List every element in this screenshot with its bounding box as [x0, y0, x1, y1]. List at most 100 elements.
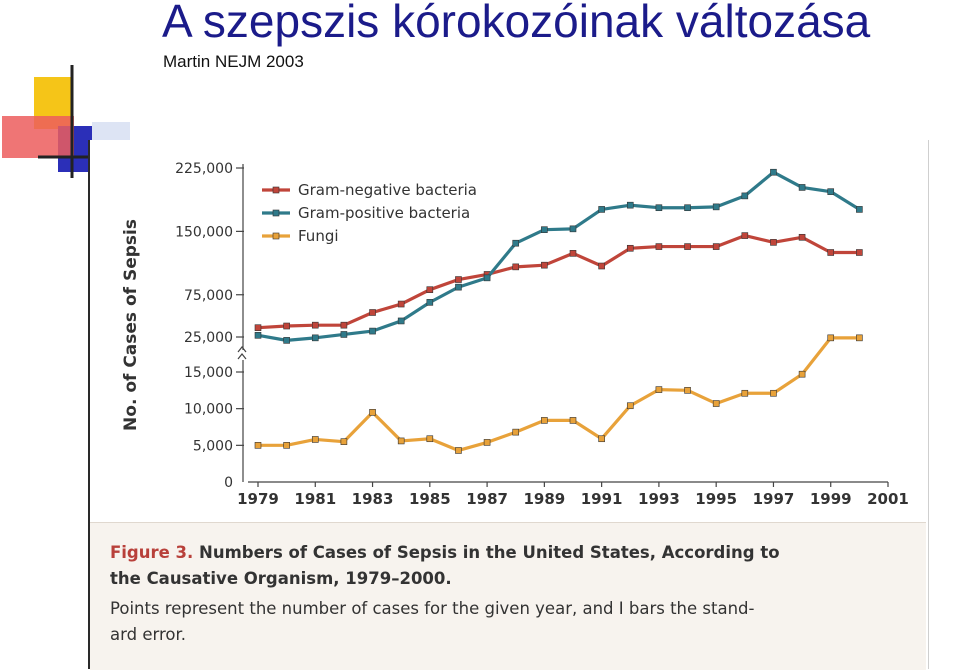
data-point — [455, 283, 462, 291]
x-tick-label: 2001 — [867, 490, 909, 508]
data-point — [827, 188, 835, 195]
data-point — [856, 206, 863, 213]
decorative-squares — [2, 65, 130, 178]
data-point — [311, 334, 319, 342]
data-point — [397, 317, 405, 325]
data-point — [455, 276, 462, 283]
y-tick-label: 225,000 — [175, 161, 233, 177]
data-point — [340, 438, 348, 445]
x-tick-label: 1985 — [409, 490, 451, 508]
data-point — [426, 435, 434, 443]
data-point — [254, 442, 262, 449]
series-line — [257, 234, 860, 330]
data-point — [541, 226, 548, 233]
data-point — [569, 250, 577, 257]
data-point — [254, 332, 262, 339]
data-point — [397, 437, 405, 445]
data-point — [655, 386, 663, 393]
data-point — [856, 249, 863, 256]
data-point — [369, 409, 376, 416]
data-point — [340, 321, 348, 329]
data-point — [798, 370, 806, 378]
y-tick-label: 0 — [224, 475, 233, 491]
legend-label: Gram-negative bacteria — [298, 181, 477, 199]
x-tick-label: 1993 — [638, 490, 680, 508]
data-point — [426, 286, 434, 293]
x-tick-label: 1983 — [352, 490, 394, 508]
y-tick-label: 150,000 — [175, 224, 233, 240]
data-point — [856, 334, 863, 342]
data-point — [684, 243, 691, 250]
caption-line-3: Points represent the number of cases for… — [110, 599, 755, 618]
data-point — [626, 402, 634, 410]
y-tick-label: 10,000 — [184, 402, 233, 418]
data-point — [798, 233, 806, 241]
y-tick-label: 25,000 — [184, 330, 233, 346]
data-point — [770, 239, 777, 246]
data-point — [340, 331, 348, 338]
data-point — [684, 204, 691, 212]
data-point — [712, 243, 720, 250]
data-point — [283, 442, 290, 449]
data-point — [827, 334, 835, 342]
data-point — [598, 206, 605, 213]
figure-label: Figure 3. — [110, 543, 194, 562]
slide-subtitle: Martin NEJM 2003 — [163, 52, 304, 71]
data-point — [369, 309, 376, 316]
data-point — [512, 239, 520, 247]
x-tick-label: 1991 — [581, 490, 623, 508]
data-point — [311, 321, 319, 329]
y-axis-label: No. of Cases of Sepsis — [121, 219, 141, 431]
data-point — [626, 201, 634, 209]
data-point — [397, 300, 405, 308]
x-tick-label: 1997 — [753, 490, 795, 508]
y-axis-break-icon — [237, 346, 247, 360]
data-point — [483, 439, 491, 446]
y-tick-label: 5,000 — [193, 438, 233, 454]
data-point — [569, 225, 577, 233]
x-tick-label: 1987 — [466, 490, 508, 508]
data-point — [541, 417, 548, 424]
data-point — [770, 168, 777, 176]
legend-swatch-marker — [272, 209, 280, 217]
caption-line-4: ard error. — [110, 625, 186, 644]
data-point — [283, 322, 290, 330]
x-tick-label: 1981 — [294, 490, 336, 508]
data-point — [626, 244, 634, 252]
x-tick-label: 1979 — [237, 490, 279, 508]
series-line — [257, 170, 861, 342]
y-tick-label: 75,000 — [184, 288, 233, 304]
caption-title-part-1: Numbers of Cases of Sepsis in the United… — [193, 543, 780, 562]
series-line — [258, 336, 860, 453]
data-point — [512, 263, 520, 271]
legend-swatch-marker — [272, 186, 280, 194]
data-point — [569, 417, 577, 424]
data-point — [426, 299, 434, 306]
data-point — [798, 184, 806, 191]
data-point — [541, 261, 548, 269]
data-point — [741, 192, 749, 200]
x-tick-label: 1995 — [695, 490, 737, 508]
data-point — [712, 203, 720, 211]
data-point — [512, 428, 520, 436]
data-point — [311, 436, 319, 443]
caption-line-2: the Causative Organism, 1979–2000. — [110, 569, 452, 588]
figure-caption: Figure 3. Numbers of Cases of Sepsis in … — [90, 522, 926, 670]
legend-swatch-marker — [272, 232, 280, 240]
data-point — [455, 447, 462, 454]
data-point — [598, 435, 605, 443]
x-tick-label: 1999 — [810, 490, 852, 508]
data-point — [684, 387, 691, 394]
data-point — [741, 389, 749, 397]
data-point — [827, 249, 835, 256]
data-point — [369, 327, 376, 335]
legend-label: Gram-positive bacteria — [298, 204, 470, 222]
y-tick-label: 15,000 — [184, 365, 233, 381]
caption-line-1: Figure 3. Numbers of Cases of Sepsis in … — [110, 543, 780, 562]
data-point — [712, 400, 720, 407]
data-point — [483, 274, 491, 282]
data-point — [741, 232, 749, 239]
x-tick-label: 1989 — [523, 490, 565, 508]
legend-label: Fungi — [298, 227, 339, 245]
